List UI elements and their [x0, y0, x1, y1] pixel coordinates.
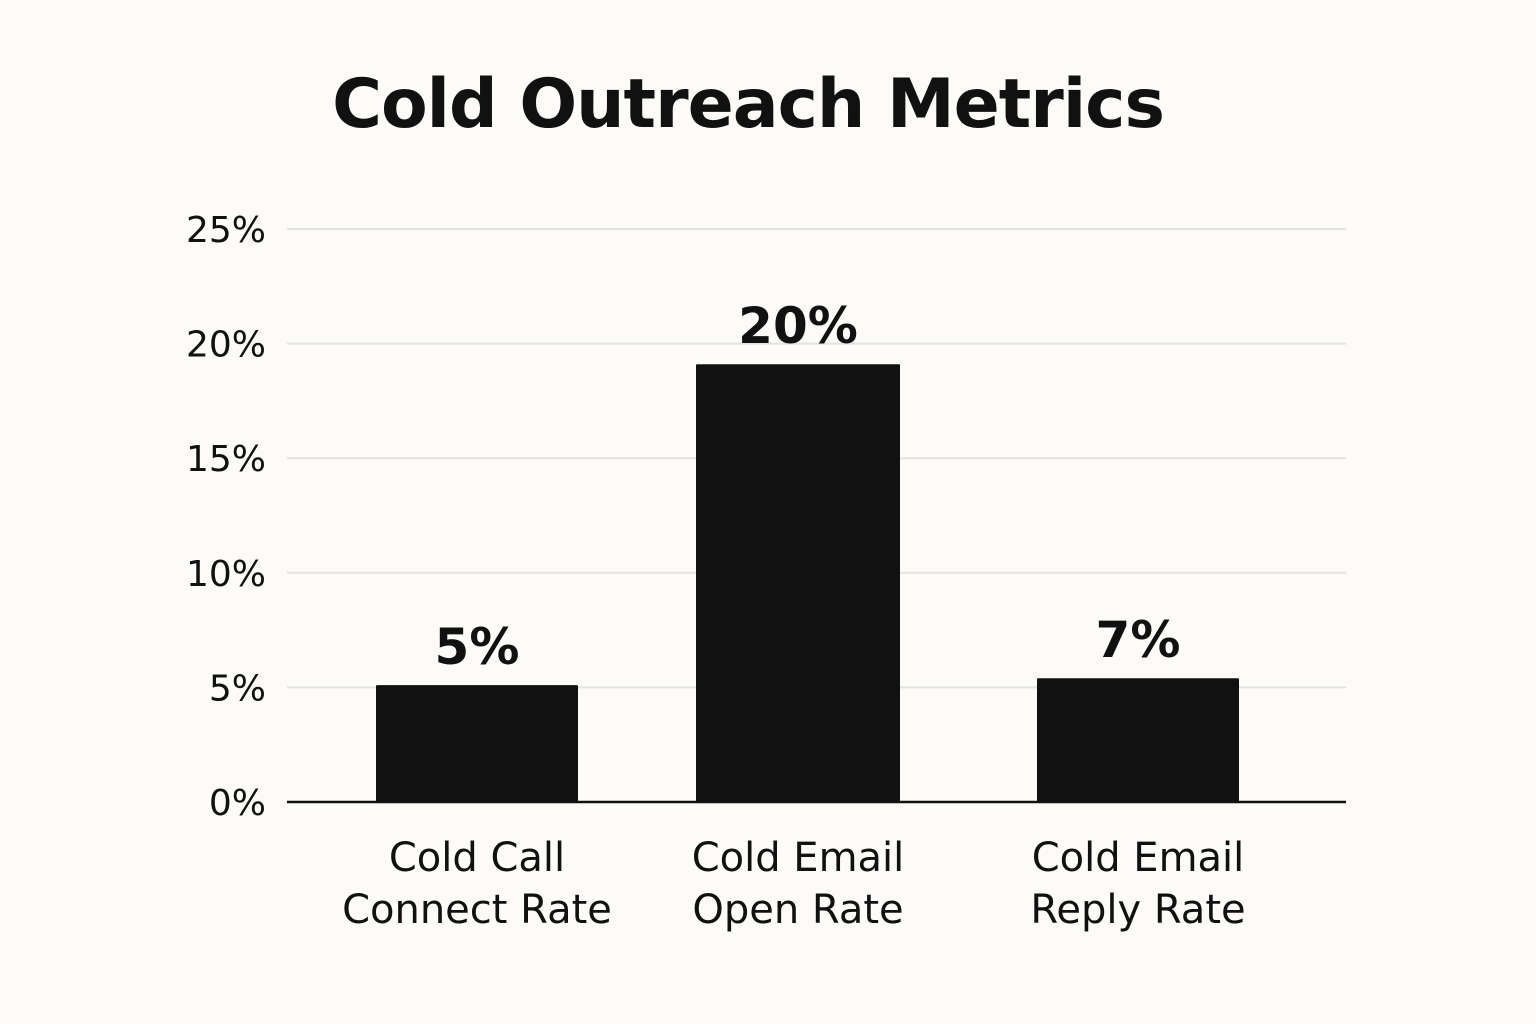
- category-label: Cold Email: [692, 835, 905, 881]
- bar: [376, 685, 578, 802]
- y-tick-label: 25%: [186, 210, 266, 251]
- category-labels: Cold Call Connect Rate Cold Email Open Rate…: [342, 835, 1246, 933]
- data-labels: 5% 20% 7%: [435, 297, 1181, 676]
- y-axis-ticks: 0% 5% 10% 15% 20% 25%: [186, 210, 266, 824]
- chart-title: Cold Outreach Metrics: [332, 65, 1165, 144]
- bar: [696, 364, 900, 802]
- category-label: Cold Call: [389, 835, 565, 881]
- y-tick-label: 0%: [209, 783, 266, 824]
- y-tick-label: 10%: [186, 554, 266, 595]
- category-label: Cold Email: [1032, 835, 1245, 881]
- category-label: Open Rate: [692, 887, 903, 933]
- data-label: 20%: [738, 297, 858, 355]
- category-label: Reply Rate: [1030, 887, 1245, 933]
- y-tick-label: 20%: [186, 325, 266, 366]
- bars: [376, 364, 1239, 802]
- y-tick-label: 15%: [186, 439, 266, 480]
- category-label: Connect Rate: [342, 887, 612, 933]
- data-label: 5%: [435, 618, 520, 676]
- bar: [1037, 678, 1239, 802]
- data-label: 7%: [1096, 611, 1181, 669]
- y-tick-label: 5%: [209, 668, 266, 709]
